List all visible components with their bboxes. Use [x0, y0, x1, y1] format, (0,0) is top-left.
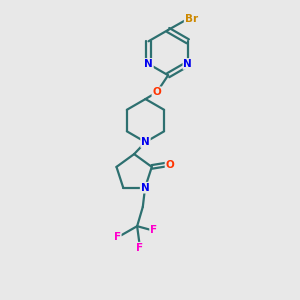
Text: F: F: [150, 225, 157, 235]
Text: N: N: [141, 183, 149, 193]
Text: F: F: [136, 243, 143, 253]
Text: O: O: [166, 160, 174, 170]
Text: F: F: [114, 232, 121, 242]
Text: N: N: [183, 59, 192, 69]
Text: Br: Br: [185, 14, 198, 24]
Text: N: N: [144, 59, 153, 69]
Text: O: O: [152, 87, 161, 97]
Text: N: N: [141, 137, 150, 147]
